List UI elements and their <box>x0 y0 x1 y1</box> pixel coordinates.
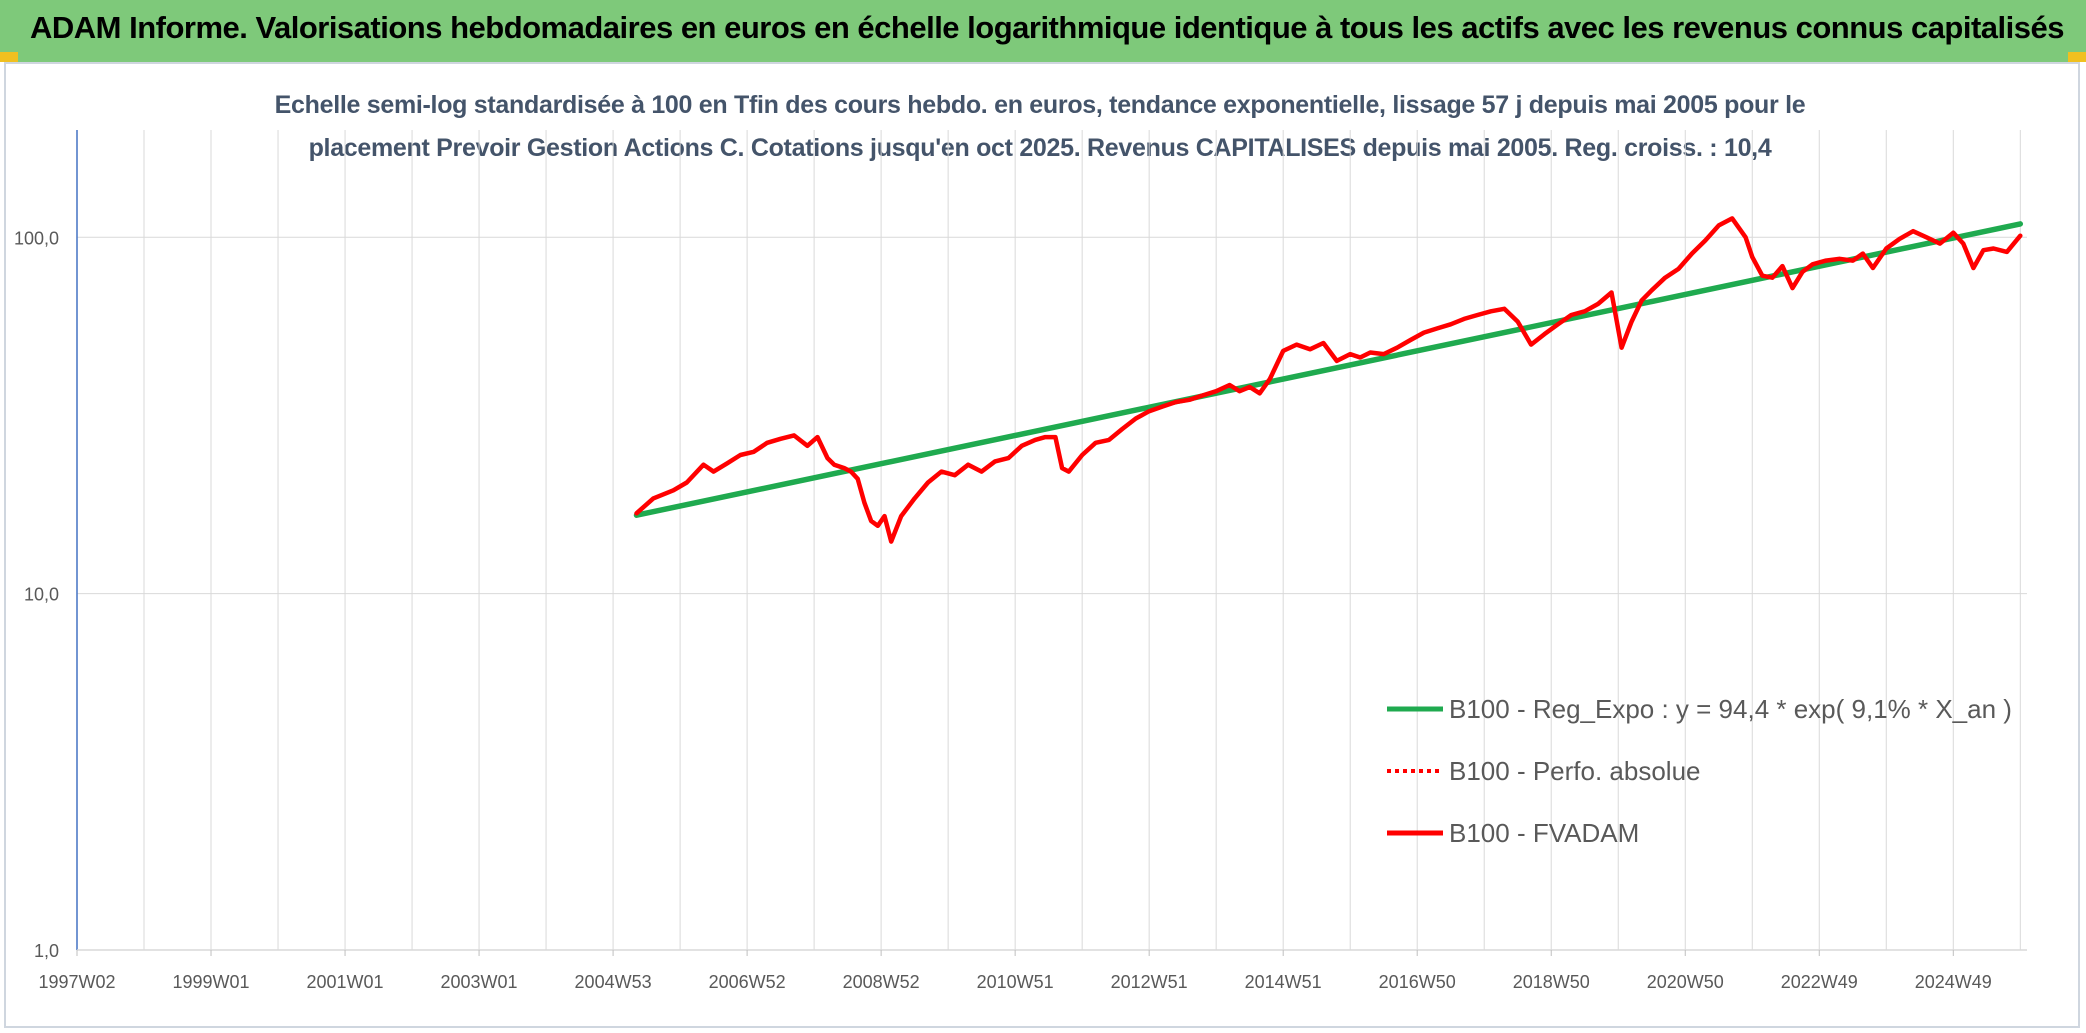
x-tick-label: 2018W50 <box>1513 972 1590 992</box>
grid-lines <box>77 130 2027 950</box>
fvadam-line <box>634 216 2023 544</box>
y-tick-label: 100,0 <box>14 228 59 248</box>
x-tick-label: 2008W52 <box>843 972 920 992</box>
x-tick-label: 2016W50 <box>1379 972 1456 992</box>
legend: B100 - Reg_Expo : y = 94,4 * exp( 9,1% *… <box>1387 694 2012 848</box>
regression-line <box>633 221 2024 518</box>
chart-title-line2: placement Prevoir Gestion Actions C. Cot… <box>308 134 1772 162</box>
y-tick-label: 10,0 <box>24 585 59 605</box>
tick-labels: 1997W02 1999W01 2001W01 2003W01 2004W53 2006W… <box>14 228 1992 992</box>
y-tick-label: 1,0 <box>34 941 59 961</box>
series-lines <box>633 216 2024 544</box>
x-tick-label: 1999W01 <box>172 972 249 992</box>
x-tick-label: 2010W51 <box>977 972 1054 992</box>
x-tick-label: 2024W49 <box>1915 972 1992 992</box>
x-tick-label: 1997W02 <box>38 972 115 992</box>
x-tick-label: 2001W01 <box>307 972 384 992</box>
x-tick-label: 2004W53 <box>575 972 652 992</box>
legend-label: B100 - FVADAM <box>1449 818 1639 848</box>
title-banner: ADAM Informe. Valorisations hebdomadaire… <box>0 0 2086 62</box>
report-title: ADAM Informe. Valorisations hebdomadaire… <box>30 10 2065 45</box>
x-tick-label: 2020W50 <box>1647 972 1724 992</box>
chart-title-line1: Echelle semi-log standardisée à 100 en T… <box>274 91 1806 119</box>
legend-label: B100 - Perfo. absolue <box>1449 756 1701 786</box>
x-tick-label: 2022W49 <box>1781 972 1858 992</box>
axes <box>76 130 2027 956</box>
corner-mark-right <box>2068 52 2086 62</box>
legend-label: B100 - Reg_Expo : y = 94,4 * exp( 9,1% *… <box>1449 694 2012 724</box>
x-tick-label: 2003W01 <box>441 972 518 992</box>
corner-mark-left <box>0 52 18 62</box>
x-tick-label: 2006W52 <box>709 972 786 992</box>
x-tick-label: 2014W51 <box>1245 972 1322 992</box>
x-tick-label: 2012W51 <box>1111 972 1188 992</box>
